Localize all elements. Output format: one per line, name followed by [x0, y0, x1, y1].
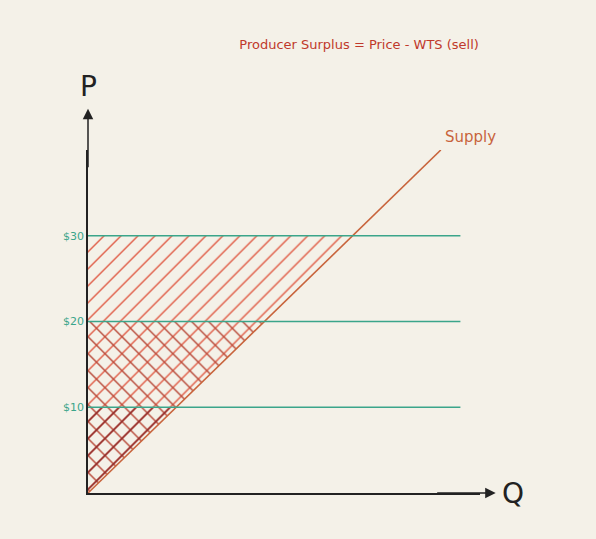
svg-text:Supply: Supply — [445, 128, 496, 146]
svg-text:Q: Q — [502, 477, 524, 510]
svg-text:$10: $10 — [63, 401, 84, 414]
svg-text:$30: $30 — [63, 230, 84, 243]
svg-text:$20: $20 — [63, 315, 84, 328]
svg-text:Producer Surplus = Price - WTS: Producer Surplus = Price - WTS (sell) — [239, 37, 479, 52]
svg-text:P: P — [80, 70, 97, 103]
